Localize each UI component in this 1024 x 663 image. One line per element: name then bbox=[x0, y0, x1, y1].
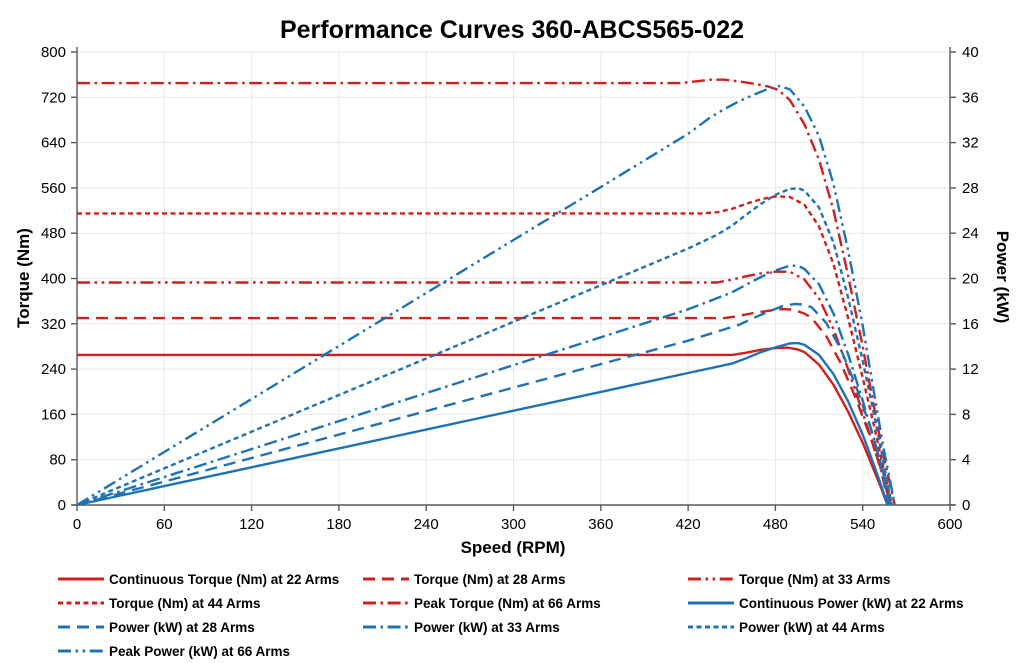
x-tick-label: 600 bbox=[937, 516, 962, 533]
series-9 bbox=[76, 84, 896, 507]
legend-item-label: Torque (Nm) at 44 Arms bbox=[109, 595, 261, 611]
legend-marker-line bbox=[58, 601, 104, 605]
y-tick-label-left: 480 bbox=[41, 225, 66, 242]
series-0 bbox=[77, 346, 889, 506]
legend-item-label: Peak Power (kW) at 66 Arms bbox=[109, 643, 291, 659]
y-tick-label-right: 4 bbox=[962, 452, 970, 469]
x-tick-label: 480 bbox=[763, 516, 788, 533]
legend-item-label: Torque (Nm) at 33 Arms bbox=[739, 571, 891, 587]
y-tick-label-left: 80 bbox=[49, 452, 66, 469]
legend-marker-line bbox=[688, 577, 734, 581]
series-8 bbox=[76, 187, 893, 507]
y-tick-label-left: 640 bbox=[41, 135, 66, 152]
legend-item: Torque (Nm) at 33 Arms bbox=[688, 572, 968, 587]
legend-item: Continuous Power (kW) at 22 Arms bbox=[688, 596, 968, 611]
legend-item: Continuous Torque (Nm) at 22 Arms bbox=[58, 572, 363, 587]
y-tick-label-right: 40 bbox=[962, 44, 979, 61]
series-5 bbox=[76, 341, 889, 507]
y-tick-label-right: 24 bbox=[962, 225, 979, 242]
legend-item-label: Power (kW) at 33 Arms bbox=[414, 619, 560, 635]
y-tick-label-right: 8 bbox=[962, 406, 970, 423]
x-axis-title: Speed (RPM) bbox=[460, 538, 566, 557]
y-tick-label-left: 240 bbox=[41, 361, 66, 378]
plot-area: 0 60 120 180 240 300 360 420 480 540 6000801602403… bbox=[41, 44, 979, 533]
series-7 bbox=[76, 264, 892, 507]
x-tick-label: 300 bbox=[501, 516, 526, 533]
legend-item-label: Torque (Nm) at 28 Arms bbox=[414, 571, 566, 587]
legend-item-label: Continuous Power (kW) at 22 Arms bbox=[739, 595, 964, 611]
y-tick-label-right: 16 bbox=[962, 316, 979, 333]
legend-marker-line bbox=[688, 601, 734, 605]
legend-item: Power (kW) at 33 Arms bbox=[363, 620, 688, 635]
legend-item: Torque (Nm) at 28 Arms bbox=[363, 572, 688, 587]
legend-item-label: Peak Torque (Nm) at 66 Arms bbox=[414, 595, 601, 611]
series-6 bbox=[76, 302, 891, 507]
y-tick-label-right: 12 bbox=[962, 361, 979, 378]
legend-marker-line bbox=[363, 601, 409, 605]
legend-item: Power (kW) at 44 Arms bbox=[688, 620, 968, 635]
y-tick-label-left: 800 bbox=[41, 44, 66, 61]
x-tick-label: 540 bbox=[850, 516, 875, 533]
legend-marker-line bbox=[688, 625, 734, 629]
y-tick-label-right: 0 bbox=[962, 497, 970, 514]
legend-item-label: Power (kW) at 44 Arms bbox=[739, 619, 885, 635]
series-4 bbox=[77, 78, 896, 506]
series-3 bbox=[77, 195, 893, 506]
series-1 bbox=[77, 307, 891, 506]
legend-item: Power (kW) at 28 Arms bbox=[58, 620, 363, 635]
y-tick-label-left: 720 bbox=[41, 89, 66, 106]
legend-item-label: Continuous Torque (Nm) at 22 Arms bbox=[109, 571, 340, 587]
series-2 bbox=[77, 270, 892, 506]
legend-item: Torque (Nm) at 44 Arms bbox=[58, 596, 363, 611]
x-tick-label: 420 bbox=[676, 516, 701, 533]
x-tick-label: 60 bbox=[156, 516, 173, 533]
y-tick-label-left: 0 bbox=[58, 497, 66, 514]
x-tick-label: 120 bbox=[239, 516, 264, 533]
y-tick-label-left: 400 bbox=[41, 271, 66, 288]
legend-item: Peak Torque (Nm) at 66 Arms bbox=[363, 596, 688, 611]
y-axis-title-left: Torque (Nm) bbox=[14, 228, 33, 328]
legend-marker-line bbox=[58, 625, 104, 629]
x-tick-label: 240 bbox=[414, 516, 439, 533]
y-tick-label-left: 560 bbox=[41, 180, 66, 197]
legend-marker-line bbox=[363, 625, 409, 629]
y-tick-label-left: 320 bbox=[41, 316, 66, 333]
y-tick-label-left: 160 bbox=[41, 406, 66, 423]
legend-marker-line bbox=[363, 577, 409, 581]
y-tick-label-right: 32 bbox=[962, 135, 979, 152]
x-tick-label: 180 bbox=[326, 516, 351, 533]
legend-item-label: Power (kW) at 28 Arms bbox=[109, 619, 255, 635]
legend-marker-line bbox=[58, 577, 104, 581]
legend-marker-line bbox=[58, 649, 104, 653]
legend-item: Peak Power (kW) at 66 Arms bbox=[58, 644, 363, 659]
y-axis-title-right: Power (kW) bbox=[993, 230, 1012, 324]
chart-title: Performance Curves 360-ABCS565-022 bbox=[279, 16, 745, 44]
legend: Continuous Torque (Nm) at 22 Arms Torque … bbox=[58, 567, 968, 663]
x-tick-label: 360 bbox=[588, 516, 613, 533]
y-tick-label-right: 20 bbox=[962, 271, 979, 288]
x-tick-label: 0 bbox=[73, 516, 81, 533]
y-tick-label-right: 36 bbox=[962, 89, 979, 106]
y-tick-label-right: 28 bbox=[962, 180, 979, 197]
